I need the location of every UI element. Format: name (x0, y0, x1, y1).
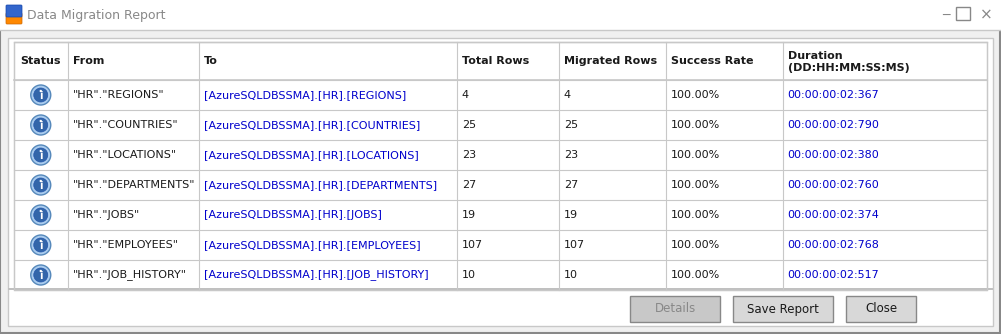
Text: i: i (39, 121, 42, 131)
Text: i: i (39, 151, 42, 161)
Circle shape (34, 268, 48, 282)
FancyBboxPatch shape (733, 296, 833, 322)
Text: i: i (39, 91, 42, 101)
Circle shape (34, 88, 48, 102)
Text: 100.00%: 100.00% (671, 240, 720, 250)
Text: 25: 25 (564, 120, 578, 130)
Circle shape (40, 150, 42, 152)
Circle shape (34, 238, 48, 252)
Text: Close: Close (865, 303, 897, 316)
Text: 100.00%: 100.00% (671, 210, 720, 220)
FancyBboxPatch shape (0, 0, 1001, 30)
Text: 27: 27 (461, 180, 475, 190)
Text: 00:00:00:02:380: 00:00:00:02:380 (788, 150, 880, 160)
Text: Migrated Rows: Migrated Rows (564, 56, 657, 66)
FancyBboxPatch shape (14, 140, 987, 170)
Text: Save Report: Save Report (747, 303, 819, 316)
Text: 00:00:00:02:367: 00:00:00:02:367 (788, 90, 880, 100)
Circle shape (31, 145, 51, 165)
FancyBboxPatch shape (6, 5, 22, 17)
Text: [AzureSQLDBSSMA].[HR].[LOCATIONS]: [AzureSQLDBSSMA].[HR].[LOCATIONS] (204, 150, 418, 160)
Text: "HR"."DEPARTMENTS": "HR"."DEPARTMENTS" (72, 180, 195, 190)
Circle shape (40, 240, 42, 242)
Text: 4: 4 (564, 90, 571, 100)
Text: i: i (39, 181, 42, 191)
FancyBboxPatch shape (8, 38, 993, 326)
Text: 19: 19 (564, 210, 578, 220)
Circle shape (40, 270, 42, 272)
Circle shape (34, 118, 48, 132)
Circle shape (31, 235, 51, 255)
Text: [AzureSQLDBSSMA].[HR].[JOB_HISTORY]: [AzureSQLDBSSMA].[HR].[JOB_HISTORY] (204, 270, 428, 281)
Text: Success Rate: Success Rate (671, 56, 754, 66)
Text: "HR"."JOBS": "HR"."JOBS" (72, 210, 140, 220)
Text: Details: Details (655, 303, 696, 316)
Text: i: i (39, 241, 42, 251)
Text: "HR"."COUNTRIES": "HR"."COUNTRIES" (72, 120, 178, 130)
Text: 00:00:00:02:768: 00:00:00:02:768 (788, 240, 880, 250)
FancyBboxPatch shape (14, 170, 987, 200)
Text: 25: 25 (461, 120, 475, 130)
Text: 00:00:00:02:517: 00:00:00:02:517 (788, 270, 880, 280)
Text: From: From (72, 56, 104, 66)
Text: Total Rows: Total Rows (461, 56, 529, 66)
Text: i: i (39, 211, 42, 221)
Text: ─: ─ (942, 8, 950, 21)
Text: 23: 23 (461, 150, 475, 160)
Text: Status: Status (20, 56, 61, 66)
Circle shape (31, 205, 51, 225)
Circle shape (31, 175, 51, 195)
FancyBboxPatch shape (14, 260, 987, 290)
Text: [AzureSQLDBSSMA].[HR].[JOBS]: [AzureSQLDBSSMA].[HR].[JOBS] (204, 210, 381, 220)
Text: 107: 107 (461, 240, 482, 250)
Circle shape (40, 210, 42, 212)
FancyBboxPatch shape (630, 296, 720, 322)
Text: 27: 27 (564, 180, 579, 190)
FancyBboxPatch shape (14, 200, 987, 230)
FancyBboxPatch shape (14, 110, 987, 140)
Text: [AzureSQLDBSSMA].[HR].[DEPARTMENTS]: [AzureSQLDBSSMA].[HR].[DEPARTMENTS] (204, 180, 437, 190)
Text: 23: 23 (564, 150, 578, 160)
Text: 100.00%: 100.00% (671, 120, 720, 130)
Text: To: To (204, 56, 218, 66)
Text: 00:00:00:02:760: 00:00:00:02:760 (788, 180, 880, 190)
FancyBboxPatch shape (14, 42, 987, 80)
Text: 100.00%: 100.00% (671, 270, 720, 280)
Text: ×: × (980, 7, 992, 22)
Circle shape (34, 148, 48, 162)
Text: 00:00:00:02:790: 00:00:00:02:790 (788, 120, 880, 130)
Text: 4: 4 (461, 90, 468, 100)
FancyBboxPatch shape (14, 230, 987, 260)
Circle shape (34, 178, 48, 192)
Circle shape (40, 120, 42, 122)
Text: 19: 19 (461, 210, 475, 220)
Circle shape (40, 180, 42, 182)
Circle shape (31, 85, 51, 105)
Text: [AzureSQLDBSSMA].[HR].[COUNTRIES]: [AzureSQLDBSSMA].[HR].[COUNTRIES] (204, 120, 420, 130)
FancyBboxPatch shape (14, 80, 987, 110)
Text: i: i (39, 271, 42, 281)
Text: Data Migration Report: Data Migration Report (27, 8, 165, 21)
Text: 100.00%: 100.00% (671, 150, 720, 160)
Circle shape (34, 208, 48, 222)
Text: "HR"."JOB_HISTORY": "HR"."JOB_HISTORY" (72, 270, 186, 281)
Text: (DD:HH:MM:SS:MS): (DD:HH:MM:SS:MS) (788, 63, 910, 73)
FancyBboxPatch shape (6, 13, 22, 24)
Text: [AzureSQLDBSSMA].[HR].[EMPLOYEES]: [AzureSQLDBSSMA].[HR].[EMPLOYEES] (204, 240, 420, 250)
Text: 10: 10 (461, 270, 475, 280)
Text: "HR"."LOCATIONS": "HR"."LOCATIONS" (72, 150, 176, 160)
Circle shape (31, 115, 51, 135)
Circle shape (40, 90, 42, 92)
Text: 100.00%: 100.00% (671, 90, 720, 100)
Text: "HR"."EMPLOYEES": "HR"."EMPLOYEES" (72, 240, 178, 250)
Text: Duration: Duration (788, 51, 842, 61)
Text: 107: 107 (564, 240, 585, 250)
Text: "HR"."REGIONS": "HR"."REGIONS" (72, 90, 164, 100)
Text: 10: 10 (564, 270, 578, 280)
Text: 100.00%: 100.00% (671, 180, 720, 190)
Text: 00:00:00:02:374: 00:00:00:02:374 (788, 210, 880, 220)
Circle shape (31, 265, 51, 285)
Text: [AzureSQLDBSSMA].[HR].[REGIONS]: [AzureSQLDBSSMA].[HR].[REGIONS] (204, 90, 406, 100)
FancyBboxPatch shape (8, 288, 993, 290)
